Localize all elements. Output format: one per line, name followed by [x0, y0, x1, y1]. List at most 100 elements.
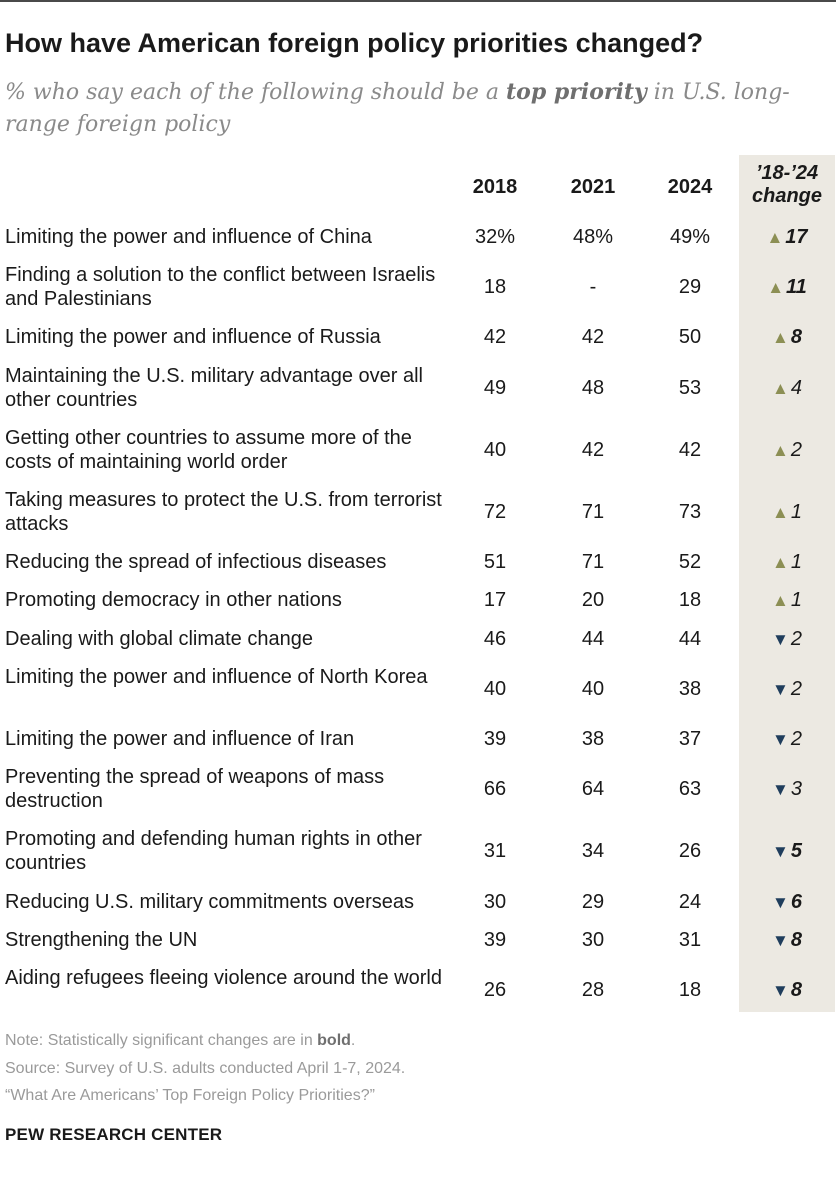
cell-change: ▲ 1	[739, 550, 835, 575]
change-value: 6	[790, 890, 802, 913]
triangle-down-icon: ▼	[772, 930, 789, 950]
footer-report: “What Are Americans’ Top Foreign Policy …	[5, 1087, 375, 1104]
table-row: Limiting the power and influence of Chin…	[0, 225, 840, 249]
column-header-2018: 2018	[472, 176, 518, 198]
triangle-up-icon: ▲	[772, 328, 789, 348]
table-row: Aiding refugees fleeing violence around …	[0, 966, 840, 1014]
change-value: 4	[790, 376, 802, 399]
table-row: Reducing the spread of infectious diseas…	[0, 550, 840, 574]
change-header-line2: change	[751, 185, 823, 207]
cell-2018: 49	[483, 376, 507, 399]
change-value: 2	[790, 677, 802, 700]
note-post: .	[350, 1032, 356, 1049]
table-row: Promoting democracy in other nations 17 20…	[0, 588, 840, 612]
table-row: Taking measures to protect the U.S. from…	[0, 488, 840, 536]
cell-2021: 48	[581, 376, 605, 399]
row-label: Limiting the power and influence of Nort…	[5, 665, 428, 688]
column-header-2021: 2021	[570, 176, 616, 198]
subtitle-bold: top priority	[506, 79, 647, 105]
triangle-up-icon: ▲	[772, 553, 789, 573]
cell-2024: 44	[678, 627, 702, 650]
triangle-down-icon: ▼	[772, 679, 789, 699]
top-rule	[0, 0, 836, 2]
change-header-line1: ’18-’24	[755, 162, 819, 184]
cell-change: ▼ 2	[739, 677, 835, 702]
change-column-background	[739, 155, 835, 1012]
cell-2018: 40	[483, 677, 507, 700]
change-value: 17	[785, 226, 808, 248]
cell-2021: 34	[581, 840, 605, 863]
triangle-down-icon: ▼	[772, 842, 789, 862]
cell-change: ▼ 2	[739, 627, 835, 652]
column-header-2024: 2024	[667, 176, 713, 198]
chart-title: How have American foreign policy priorit…	[5, 28, 704, 58]
cell-2018: 40	[483, 438, 507, 461]
row-label: Promoting democracy in other nations	[5, 589, 342, 612]
cell-2021: 71	[581, 501, 605, 523]
chart-subtitle: % who say each of the following should b…	[5, 76, 835, 141]
cell-change: ▲ 8	[739, 325, 835, 350]
cell-change: ▲ 17	[739, 225, 835, 250]
cell-2021: 38	[581, 728, 605, 750]
cell-2021: 42	[581, 326, 605, 349]
cell-change: ▼ 2	[739, 727, 835, 752]
change-value: 8	[790, 928, 802, 951]
table-row: Limiting the power and influence of Russ…	[0, 325, 840, 349]
triangle-down-icon: ▼	[772, 780, 789, 800]
change-value: 2	[790, 627, 802, 650]
cell-2018: 39	[483, 728, 507, 750]
row-label: Reducing U.S. military commitments overs…	[5, 890, 415, 913]
cell-2018: 30	[483, 890, 507, 913]
cell-2018: 72	[483, 501, 507, 523]
cell-2021: -	[589, 276, 597, 299]
row-label: Maintaining the U.S. military advantage …	[5, 364, 423, 411]
cell-change: ▼ 5	[739, 839, 835, 864]
table-row: Reducing U.S. military commitments overs…	[0, 890, 840, 914]
cell-2018: 17	[483, 589, 507, 612]
cell-2021: 44	[581, 627, 605, 650]
row-label: Limiting the power and influence of Iran	[5, 728, 355, 750]
cell-2021: 64	[581, 778, 605, 801]
note-pre: Note: Statistically significant changes …	[5, 1032, 318, 1049]
cell-change: ▲ 11	[739, 275, 835, 300]
row-label: Strengthening the UN	[5, 928, 198, 951]
cell-2024: 52	[678, 551, 702, 574]
row-label: Dealing with global climate change	[5, 627, 313, 650]
footer-source: Source: Survey of U.S. adults conducted …	[5, 1060, 406, 1077]
cell-2018: 51	[483, 551, 507, 574]
change-value: 8	[790, 979, 802, 1001]
change-value: 1	[790, 589, 802, 612]
row-label: Reducing the spread of infectious diseas…	[5, 551, 387, 574]
cell-change: ▼ 8	[739, 928, 835, 953]
cell-2018: 46	[483, 627, 507, 650]
row-label: Taking measures to protect the U.S. from…	[5, 489, 442, 535]
cell-change: ▲ 4	[739, 376, 835, 401]
cell-change: ▼ 8	[739, 978, 835, 1003]
table-row: Dealing with global climate change 46 44 44…	[0, 627, 840, 651]
cell-2024: 73	[678, 501, 702, 523]
cell-2024: 18	[678, 589, 702, 612]
cell-change: ▲ 2	[739, 438, 835, 463]
brand-logo-text: PEW RESEARCH CENTER	[5, 1125, 223, 1144]
cell-2024: 37	[678, 728, 702, 750]
triangle-down-icon: ▼	[772, 730, 789, 749]
cell-change: ▲ 1	[739, 500, 835, 525]
change-value: 3	[790, 778, 802, 801]
cell-2021: 40	[581, 677, 605, 700]
triangle-up-icon: ▲	[772, 440, 789, 460]
triangle-down-icon: ▼	[772, 629, 789, 649]
cell-change: ▲ 1	[739, 588, 835, 613]
row-label: Promoting and defending human rights in …	[5, 828, 422, 875]
cell-2024: 26	[678, 840, 702, 863]
row-label: Limiting the power and influence of Russ…	[5, 326, 381, 349]
cell-2021: 28	[581, 979, 605, 1001]
change-value: 8	[790, 326, 802, 349]
table-row: Promoting and defending human rights in …	[0, 827, 840, 875]
cell-2021: 29	[581, 890, 605, 913]
cell-2024: 18	[678, 979, 702, 1001]
row-label: Limiting the power and influence of Chin…	[5, 226, 372, 248]
subtitle-post: in U.S. long-range foreign policy	[5, 80, 790, 137]
table-row: Getting other countries to assume more o…	[0, 426, 840, 474]
cell-2018: 32%	[474, 226, 516, 248]
cell-2024: 50	[678, 326, 702, 349]
